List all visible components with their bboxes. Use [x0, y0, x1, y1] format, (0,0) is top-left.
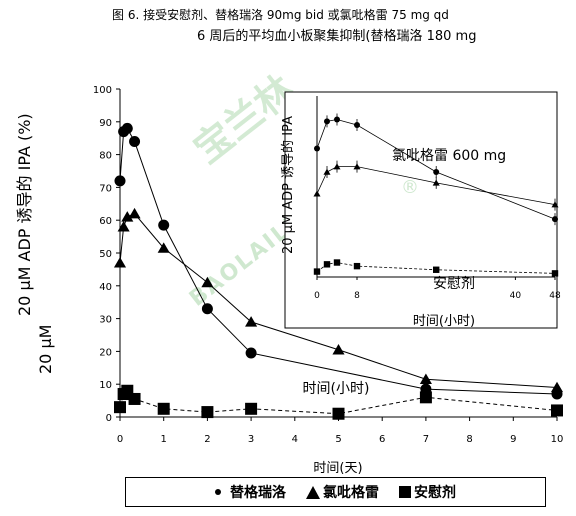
data-point-square	[128, 392, 141, 405]
x-tick-label: 4	[292, 434, 298, 445]
legend-item-ticagrelor: 替格瑞洛	[215, 482, 286, 502]
y-tick-label: 20	[99, 347, 112, 358]
data-point-triangle	[157, 242, 170, 253]
y-tick-label: 40	[99, 282, 112, 293]
inset-data-point-circle	[334, 116, 340, 123]
inset-annotation-placebo: 安慰剂	[433, 275, 475, 292]
data-point-circle	[121, 122, 133, 134]
data-point-circle	[114, 175, 126, 187]
x-tick-label: 9	[510, 434, 516, 445]
x-tick-label: 6	[379, 434, 385, 445]
watermark-registered-mark: ®	[401, 177, 419, 198]
inset-data-point-square	[353, 262, 361, 270]
data-point-circle	[245, 347, 257, 359]
legend-item-clopidogrel: 氯吡格雷	[306, 482, 379, 502]
legend-triangle-marker	[306, 485, 320, 499]
data-point-triangle	[201, 276, 214, 288]
y-tick-label: 50	[99, 249, 112, 260]
data-point-square	[201, 406, 214, 419]
inset-data-point-triangle	[323, 168, 331, 175]
inset-data-point-square	[433, 266, 440, 273]
x-tick-label: 8	[466, 434, 472, 445]
figure-caption-line1: 图 6. 接受安慰剂、替格瑞洛 90mg bid 或氯吡格雷 75 mg qd	[112, 8, 449, 22]
data-point-triangle	[419, 373, 432, 384]
x-tick-label: 0	[117, 434, 123, 445]
legend: 替格瑞洛 氯吡格雷 安慰剂	[125, 477, 546, 507]
legend-circle-marker	[215, 489, 221, 495]
inset-data-point-square	[313, 268, 321, 275]
data-point-triangle	[117, 221, 130, 232]
inset-y-axis-label: 20 μM ADP 诱导的 IPA	[280, 116, 296, 254]
figure-caption-line2: 6 周后的平均血小板聚集抑制(替格瑞洛 180 mg	[197, 29, 477, 44]
annotation-hours-label: 时间(小时)	[303, 381, 370, 397]
data-point-square	[551, 404, 563, 417]
data-point-circle	[201, 303, 213, 315]
data-point-triangle	[121, 211, 134, 222]
inset-data-point-triangle	[353, 163, 361, 170]
data-point-square	[419, 391, 432, 404]
inset-data-point-circle	[354, 121, 360, 128]
inset-data-point-triangle	[333, 163, 341, 170]
inset-series-line-circle	[316, 119, 556, 220]
inset-series-line-triangle	[316, 166, 556, 205]
x-tick-label: 2	[204, 434, 210, 445]
y-tick-label: 30	[99, 315, 112, 326]
data-point-triangle	[245, 316, 258, 327]
inset-x-tick-label: 8	[354, 291, 360, 301]
inset-data-point-square	[333, 259, 341, 266]
y-tick-label: 60	[99, 216, 112, 227]
inset-data-point-circle	[552, 216, 558, 223]
legend-label-placebo: 安慰剂	[414, 485, 456, 501]
legend-square-marker	[399, 486, 411, 498]
data-point-triangle	[113, 257, 127, 268]
inset-data-point-circle	[433, 169, 440, 176]
inset-data-point-triangle	[551, 201, 559, 208]
data-point-square	[245, 402, 258, 415]
legend-item-placebo: 安慰剂	[399, 482, 456, 502]
data-point-triangle	[332, 344, 345, 355]
data-point-triangle	[128, 207, 141, 219]
inset-x-tick-label: 0	[314, 291, 320, 301]
x-tick-label: 5	[335, 434, 341, 445]
inset-data-point-triangle	[313, 190, 321, 197]
inset-x-tick-label: 40	[510, 291, 522, 301]
inset-data-point-square	[551, 270, 559, 277]
y-tick-label: 90	[99, 118, 112, 129]
inset-x-axis-label: 时间(小时)	[413, 314, 475, 329]
legend-label-clopidogrel: 氯吡格雷	[323, 485, 379, 501]
inset-data-point-circle	[314, 145, 320, 152]
x-tick-label: 10	[551, 434, 564, 445]
inset-data-point-square	[323, 261, 331, 268]
data-point-square	[114, 401, 126, 414]
inset-x-tick-label: 48	[549, 291, 561, 301]
inset-data-point-circle	[324, 118, 330, 125]
y-tick-label: 0	[106, 413, 112, 424]
inset-annotation-clopidogrel: 氯吡格雷 600 mg	[392, 148, 506, 164]
x-tick-label: 7	[423, 434, 429, 445]
data-point-triangle	[550, 381, 564, 393]
data-point-circle	[158, 219, 170, 231]
y-tick-label: 80	[99, 151, 112, 162]
legend-label-ticagrelor: 替格瑞洛	[230, 485, 286, 501]
y-tick-label: 10	[99, 380, 112, 391]
data-point-circle	[129, 135, 141, 147]
y-tick-label: 100	[93, 85, 112, 96]
data-point-square	[157, 402, 170, 415]
x-tick-label: 1	[161, 434, 167, 445]
inset-frame	[284, 91, 558, 329]
inset-data-point-triangle	[432, 179, 440, 186]
y-tick-label: 70	[99, 183, 112, 194]
x-axis-label: 时间(天)	[313, 461, 362, 476]
series-line-triangle	[119, 213, 558, 388]
x-tick-label: 3	[248, 434, 254, 445]
data-point-square	[332, 407, 345, 420]
